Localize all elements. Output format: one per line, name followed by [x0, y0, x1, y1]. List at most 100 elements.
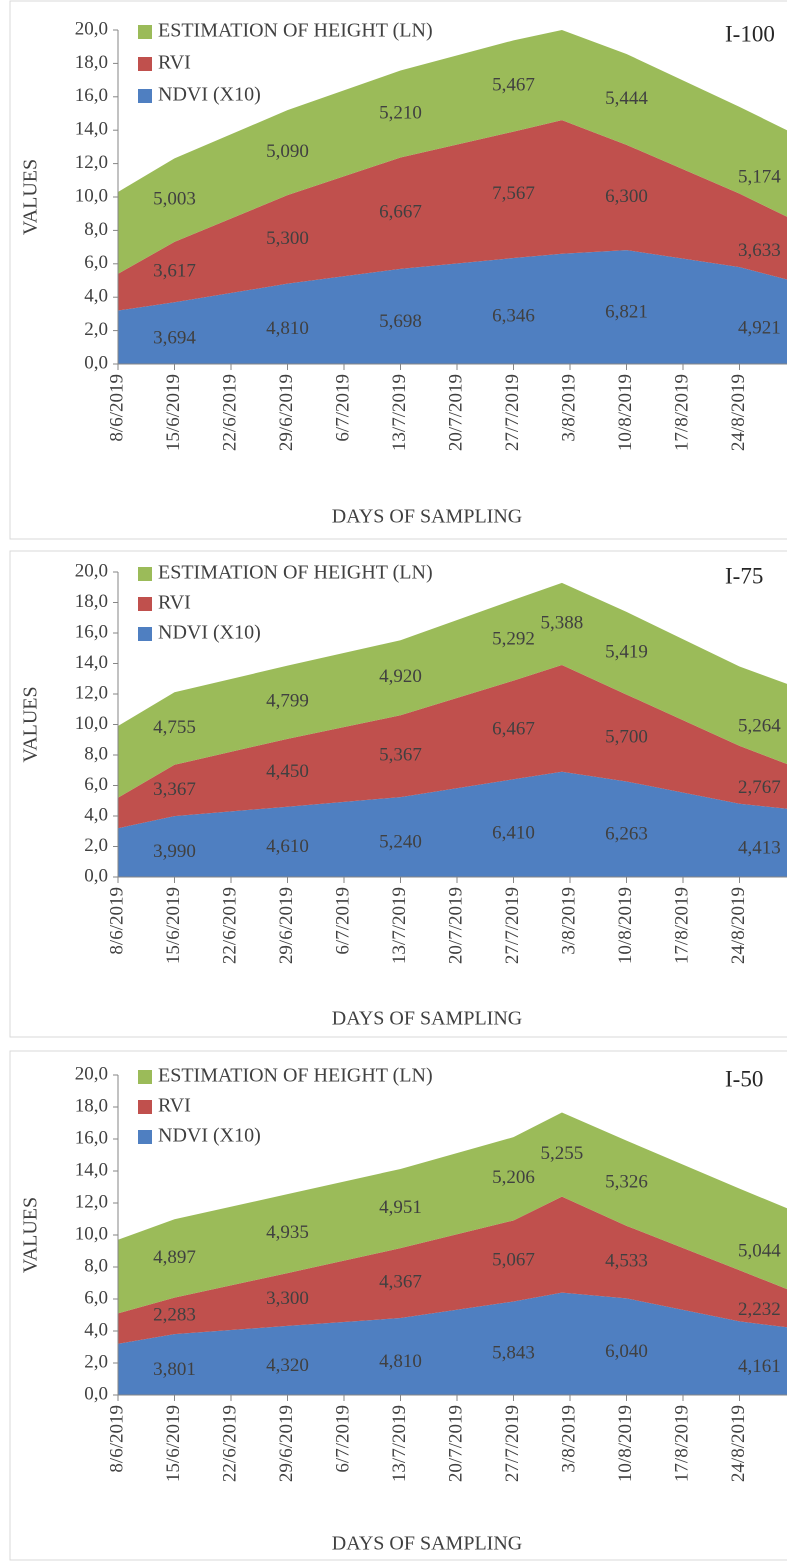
data-label: 5,326: [605, 1172, 648, 1193]
data-label: 5,240: [379, 831, 422, 852]
data-label: 4,320: [266, 1355, 309, 1376]
panel-frame: [9, 1050, 787, 1561]
data-label: 3,633: [738, 240, 781, 261]
legend-swatch: [138, 1070, 152, 1084]
y-tick-label: 0,0: [84, 865, 108, 886]
x-tick-label: 8/6/2019: [106, 1405, 127, 1473]
x-tick-label: 10/8/2019: [615, 887, 636, 964]
x-tick-label: 22/6/2019: [219, 887, 240, 964]
data-label: 5,444: [605, 88, 648, 109]
data-label: 5,210: [379, 102, 422, 123]
y-tick-label: 10,0: [75, 713, 108, 734]
y-tick-label: 16,0: [75, 85, 108, 106]
x-tick-label: 3/8/2019: [558, 887, 579, 955]
y-tick-label: 0,0: [84, 1383, 108, 1404]
data-label: 5,367: [379, 745, 422, 766]
y-tick-label: 6,0: [84, 1287, 108, 1308]
y-tick-label: 18,0: [75, 1095, 108, 1116]
area-segment: [118, 582, 787, 798]
legend-swatch: [138, 89, 152, 103]
data-label: 3,801: [153, 1359, 196, 1380]
x-tick-label: 27/7/2019: [502, 887, 523, 964]
legend-label: ESTIMATION OF HEIGHT (LN): [158, 1065, 433, 1087]
x-tick-label: 8/6/2019: [106, 374, 127, 442]
x-axis-title: DAYS OF SAMPLING: [332, 506, 522, 528]
data-label: 5,419: [605, 642, 648, 663]
data-label: 6,467: [492, 718, 535, 739]
data-label: 5,003: [153, 188, 196, 209]
data-label: 4,935: [266, 1222, 309, 1243]
x-tick-label: 15/6/2019: [163, 887, 184, 964]
y-tick-label: 18,0: [75, 591, 108, 612]
data-label: 6,667: [379, 202, 422, 223]
data-label: 5,255: [541, 1143, 584, 1164]
data-label: 4,920: [379, 666, 422, 687]
area-segment: [118, 1292, 787, 1395]
chart-title: I-50: [725, 1066, 763, 1091]
data-label: 4,951: [379, 1197, 422, 1218]
x-tick-label: 10/8/2019: [615, 374, 636, 451]
x-tick-label: 6/7/2019: [332, 374, 353, 442]
area-segment: [118, 665, 787, 829]
y-tick-label: 14,0: [75, 119, 108, 140]
data-label: 4,413: [738, 838, 781, 859]
data-label: 5,300: [266, 228, 309, 249]
y-tick-label: 8,0: [84, 743, 108, 764]
data-label: 4,799: [266, 691, 309, 712]
data-label: 4,755: [153, 717, 196, 738]
data-label: 6,410: [492, 822, 535, 843]
legend-swatch: [138, 567, 152, 581]
data-label: 6,300: [605, 186, 648, 207]
y-tick-label: 6,0: [84, 774, 108, 795]
data-label: 5,698: [379, 311, 422, 332]
y-tick-label: 6,0: [84, 252, 108, 273]
x-tick-label: 24/8/2019: [728, 374, 749, 451]
x-tick-label: 13/7/2019: [389, 887, 410, 964]
x-tick-label: 27/7/2019: [502, 1405, 523, 1482]
y-tick-label: 16,0: [75, 621, 108, 642]
y-tick-label: 8,0: [84, 219, 108, 240]
y-axis-title: VALUES: [20, 159, 42, 235]
area-segment: [118, 120, 787, 311]
data-label: 5,388: [541, 612, 584, 633]
x-tick-label: 8/6/2019: [106, 887, 127, 955]
data-label: 5,174: [738, 166, 781, 187]
x-tick-label: 17/8/2019: [671, 1405, 692, 1482]
x-tick-label: 15/6/2019: [163, 374, 184, 451]
y-tick-label: 8,0: [84, 1255, 108, 1276]
area-segment: [118, 1112, 787, 1314]
x-tick-label: 29/6/2019: [276, 374, 297, 451]
data-label: 3,367: [153, 779, 196, 800]
legend-label: NDVI (X10): [158, 1125, 261, 1147]
y-tick-label: 18,0: [75, 52, 108, 73]
areas: [118, 30, 787, 364]
data-label: 4,810: [266, 318, 309, 339]
legend-swatch: [138, 57, 152, 71]
legend-swatch: [138, 1130, 152, 1144]
area-segment: [118, 771, 787, 877]
x-tick-label: 6/7/2019: [332, 1405, 353, 1473]
data-label: 5,206: [492, 1167, 535, 1188]
data-label: 6,346: [492, 305, 535, 326]
y-tick-label: 12,0: [75, 152, 108, 173]
y-tick-label: 14,0: [75, 1159, 108, 1180]
y-tick-label: 10,0: [75, 185, 108, 206]
y-tick-label: 4,0: [84, 286, 108, 307]
data-label: 5,067: [492, 1249, 535, 1270]
legend-swatch: [138, 1100, 152, 1114]
panel-frame: [9, 0, 787, 540]
x-tick-label: 13/7/2019: [389, 374, 410, 451]
x-tick-label: 24/8/2019: [728, 887, 749, 964]
legend-swatch: [138, 25, 152, 39]
y-tick-label: 12,0: [75, 682, 108, 703]
x-tick-label: 13/7/2019: [389, 1405, 410, 1482]
x-tick-label: 3/8/2019: [558, 1405, 579, 1473]
legend-label: NDVI (X10): [158, 84, 261, 106]
data-label: 5,700: [605, 726, 648, 747]
y-tick-label: 0,0: [84, 352, 108, 373]
data-label: 4,810: [379, 1351, 422, 1372]
y-tick-label: 20,0: [75, 1063, 108, 1084]
data-label: 2,767: [738, 777, 781, 798]
data-label: 3,990: [153, 841, 196, 862]
x-tick-label: 17/8/2019: [671, 374, 692, 451]
